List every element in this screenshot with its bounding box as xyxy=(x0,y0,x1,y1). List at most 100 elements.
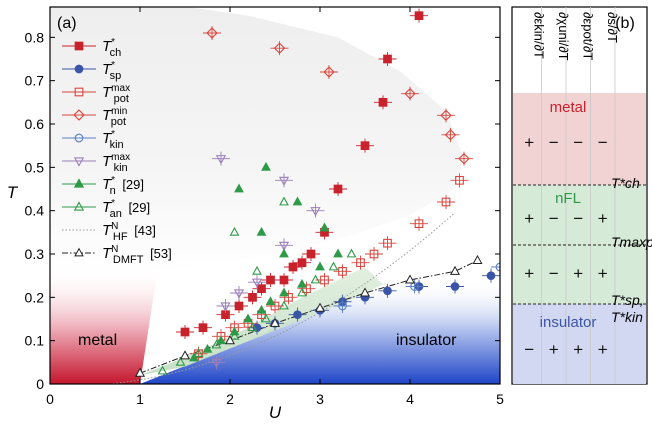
data-point xyxy=(279,196,289,206)
data-point xyxy=(293,310,302,320)
data-point xyxy=(252,323,262,333)
data-point xyxy=(302,284,311,294)
data-point xyxy=(189,352,199,362)
data-point xyxy=(288,262,298,272)
column-header: ∂εpot/∂T xyxy=(580,12,595,60)
legend-label: T* n [29] xyxy=(102,175,144,197)
data-point xyxy=(279,248,289,258)
data-point xyxy=(404,274,416,284)
data-point xyxy=(310,274,321,284)
data-point xyxy=(383,238,392,248)
legend-marker xyxy=(74,133,84,143)
data-point xyxy=(234,301,244,311)
data-point xyxy=(243,313,253,323)
y-tick-label: 0.1 xyxy=(25,333,45,349)
legend-item: T* kin xyxy=(62,129,124,151)
data-point xyxy=(193,348,204,358)
data-point xyxy=(257,284,266,294)
legend-marker xyxy=(73,178,85,188)
data-point xyxy=(292,196,303,206)
data-point xyxy=(157,365,168,375)
data-point xyxy=(278,176,290,187)
data-point xyxy=(134,367,146,377)
sign-cell: − xyxy=(573,209,583,228)
legend-item: TN DMFT [53] xyxy=(62,244,172,266)
data-point xyxy=(440,109,452,122)
legend-item: T* ch xyxy=(62,37,121,59)
data-point xyxy=(224,335,236,345)
panel-b-region-name: insulator xyxy=(540,314,597,331)
legend-marker xyxy=(74,87,84,97)
sign-cell: − xyxy=(549,264,559,283)
panel-b-region-name: nFL xyxy=(555,190,581,207)
data-point xyxy=(211,358,222,369)
data-point xyxy=(229,226,240,236)
column-header: ∂χuni/∂T xyxy=(556,12,571,61)
data-point xyxy=(265,296,276,306)
background-regions xyxy=(50,7,500,384)
data-point xyxy=(306,249,316,259)
legend-item: Tmax kin xyxy=(62,152,130,174)
data-point xyxy=(261,313,271,323)
legend-label: TN HF [43] xyxy=(102,221,156,243)
series-6 xyxy=(189,161,343,362)
y-tick-label: 0.5 xyxy=(25,159,45,175)
data-point xyxy=(310,207,321,217)
y-tick-label: 0.4 xyxy=(25,203,45,219)
data-point xyxy=(338,266,347,276)
hf-line xyxy=(112,212,456,384)
dmft-line xyxy=(139,260,478,374)
data-point xyxy=(297,287,307,297)
data-point xyxy=(252,265,262,275)
data-point xyxy=(279,287,289,297)
legend-item: T* an [29] xyxy=(62,198,150,220)
legend-marker xyxy=(74,247,84,257)
data-point xyxy=(206,27,218,39)
x-tick-label: 0 xyxy=(46,391,54,407)
data-point xyxy=(333,248,343,258)
data-point xyxy=(346,248,357,258)
panel-b-region-insulator xyxy=(513,304,646,384)
data-point xyxy=(404,87,416,100)
sign-cell: − xyxy=(598,133,608,152)
panel-b-column-headers: ∂εkin/∂T ∂χuni/∂T ∂εpot/∂T ∂s/∂T xyxy=(531,12,620,61)
insulator-region xyxy=(140,280,500,384)
data-point xyxy=(458,152,470,165)
legend-label: T* kin xyxy=(102,129,124,151)
plot-frame xyxy=(49,6,501,385)
data-point xyxy=(198,323,208,333)
sign-cell: + xyxy=(524,133,534,152)
legend-marker xyxy=(74,64,84,74)
data-point xyxy=(180,327,190,337)
sign-cell: − xyxy=(549,209,559,228)
data-point xyxy=(328,261,339,271)
panel-a-label: (a) xyxy=(57,15,77,32)
legend-label: Tmin pot xyxy=(102,106,127,128)
x-tick-label: 1 xyxy=(136,391,144,407)
sign-cell: + xyxy=(598,209,608,228)
data-markers xyxy=(134,8,500,377)
legend-marker xyxy=(73,201,85,211)
panel-a: 0 1 2 3 4 500.10.20.30.40.50.60.70.8 (a) U T … xyxy=(7,6,504,422)
data-point xyxy=(383,286,392,296)
data-point xyxy=(323,66,335,78)
data-point xyxy=(455,175,464,185)
data-point xyxy=(175,356,186,366)
legend-marker xyxy=(73,157,85,167)
data-point xyxy=(229,330,240,340)
sign-cell: + xyxy=(524,209,534,228)
panel-b-label: (b) xyxy=(615,15,635,32)
data-point xyxy=(450,282,460,291)
data-point xyxy=(266,275,275,285)
data-point xyxy=(319,222,330,232)
data-point xyxy=(486,271,496,281)
data-point xyxy=(179,350,191,360)
data-point xyxy=(378,97,388,107)
legend-item: T* sp xyxy=(62,60,121,82)
series-5 xyxy=(207,151,325,370)
data-point xyxy=(251,278,263,288)
data-point xyxy=(360,141,370,151)
